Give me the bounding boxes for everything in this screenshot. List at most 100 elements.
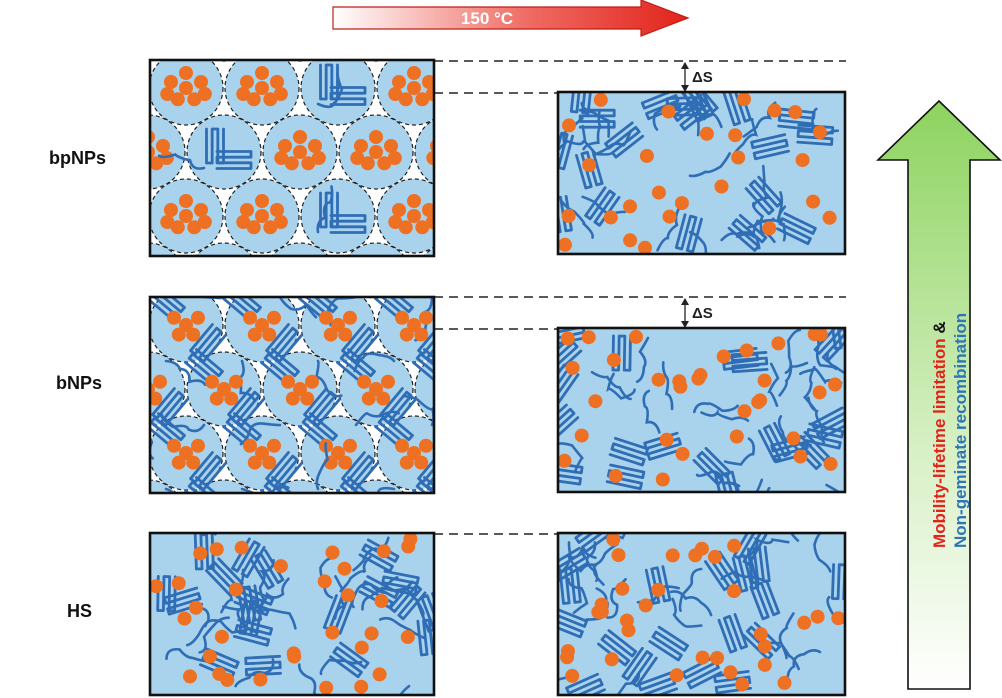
fullerene-particle xyxy=(160,87,175,101)
fullerene-particle xyxy=(255,194,269,208)
fullerene-particle xyxy=(209,391,224,406)
fullerene-particle xyxy=(179,66,193,80)
panel-bnps-annealed xyxy=(556,326,847,494)
fullerene-particle xyxy=(603,210,618,225)
nanoparticle xyxy=(73,179,147,253)
nanoparticle xyxy=(213,60,235,62)
fullerene-particle xyxy=(150,579,164,594)
fullerene-particle xyxy=(453,28,467,42)
fullerene-particle xyxy=(323,327,338,342)
polymer-lamella xyxy=(521,280,555,297)
fullerene-particle xyxy=(483,318,497,332)
fullerene-particle xyxy=(293,145,307,159)
row-label-bpnps: bpNPs xyxy=(49,148,106,168)
fullerene-particle xyxy=(483,194,497,208)
fullerene-particle xyxy=(452,392,466,406)
panel-hs-annealed xyxy=(556,531,847,697)
polymer-chain xyxy=(786,649,822,683)
fullerene-particle xyxy=(357,503,371,517)
fullerene-particle xyxy=(156,139,170,153)
nanoparticle xyxy=(73,288,147,362)
fullerene-particle xyxy=(337,561,352,576)
fullerene-particle xyxy=(753,393,768,408)
panel-bpnps-as-cast xyxy=(73,2,555,362)
fullerene-particle xyxy=(122,151,136,165)
polymer-chain xyxy=(567,577,589,614)
fullerene-particle xyxy=(415,220,430,235)
polymer-chain xyxy=(825,483,845,492)
fullerene-particle xyxy=(141,17,155,31)
polymer-lamella xyxy=(796,123,835,146)
fullerene-particle xyxy=(392,75,406,89)
fullerene-particle xyxy=(425,215,434,229)
fullerene-particle xyxy=(369,130,383,144)
polymer-chain xyxy=(390,585,425,617)
fullerene-particle xyxy=(84,343,98,357)
fullerene-particle xyxy=(528,392,542,406)
fullerene-particle xyxy=(401,539,416,554)
nanoparticle xyxy=(73,416,147,490)
polymer-chain xyxy=(693,402,739,414)
fullerene-particle xyxy=(629,329,643,344)
polymer-lamella xyxy=(722,92,752,127)
fullerene-particle xyxy=(604,652,619,667)
fullerene-particle xyxy=(115,567,129,581)
fullerene-particle xyxy=(387,151,402,165)
fullerene-particle xyxy=(350,151,365,165)
fullerene-particle xyxy=(651,372,666,387)
fullerene-particle xyxy=(103,322,117,336)
fullerene-particle xyxy=(533,375,547,389)
polymer-lamella xyxy=(329,641,370,679)
fullerene-particle xyxy=(639,148,654,163)
polymer-lamella xyxy=(680,92,719,121)
fullerene-particle xyxy=(111,348,125,362)
fullerene-particle xyxy=(369,258,383,272)
fullerene-particle xyxy=(141,510,155,524)
polymer-lamella xyxy=(727,213,768,252)
fullerene-particle xyxy=(354,267,368,281)
fullerene-particle xyxy=(483,66,497,80)
fullerene-particle xyxy=(502,343,516,357)
fullerene-particle xyxy=(521,254,535,268)
polymer-chain xyxy=(376,486,396,493)
fullerene-particle xyxy=(362,520,376,534)
polymer-lamella xyxy=(217,24,251,41)
fullerene-particle xyxy=(267,310,281,325)
fullerene-particle xyxy=(707,549,722,564)
nanoparticle xyxy=(453,51,527,125)
fullerene-particle xyxy=(753,627,768,642)
fullerene-particle xyxy=(460,139,474,153)
fullerene-particle xyxy=(167,438,181,453)
fullerene-particle xyxy=(661,104,676,119)
height-guide-lines xyxy=(434,60,846,535)
fullerene-particle xyxy=(262,455,277,470)
fullerene-particle xyxy=(483,574,497,588)
polymer-chain xyxy=(567,541,597,573)
polymer-lamella xyxy=(621,646,658,688)
polymer-chain xyxy=(778,361,809,397)
fullerene-particle xyxy=(453,284,467,298)
fullerene-particle xyxy=(498,203,512,217)
polymer-chain xyxy=(240,484,290,493)
fullerene-particle xyxy=(118,331,132,345)
polymer-lamella xyxy=(260,476,300,493)
fullerene-particle xyxy=(281,503,295,517)
polymer-lamella xyxy=(490,222,527,257)
polymer-chain xyxy=(314,359,343,398)
fullerene-particle xyxy=(354,139,368,153)
fullerene-particle xyxy=(141,2,155,16)
fullerene-particle xyxy=(399,327,414,342)
polymer-chain xyxy=(163,26,204,40)
polymer-chain xyxy=(778,612,795,660)
fullerene-particle xyxy=(179,446,193,460)
fullerene-particle xyxy=(422,75,434,89)
polymer-lamella xyxy=(713,670,753,695)
polymer-chain xyxy=(165,647,210,663)
fullerene-particle xyxy=(369,382,383,396)
fullerene-particle xyxy=(419,310,433,325)
polymer-chain xyxy=(509,212,546,237)
polymer-chain xyxy=(749,536,790,556)
polymer-lamella xyxy=(558,607,589,639)
nanoparticle xyxy=(414,355,434,423)
fullerene-particle xyxy=(384,267,398,281)
